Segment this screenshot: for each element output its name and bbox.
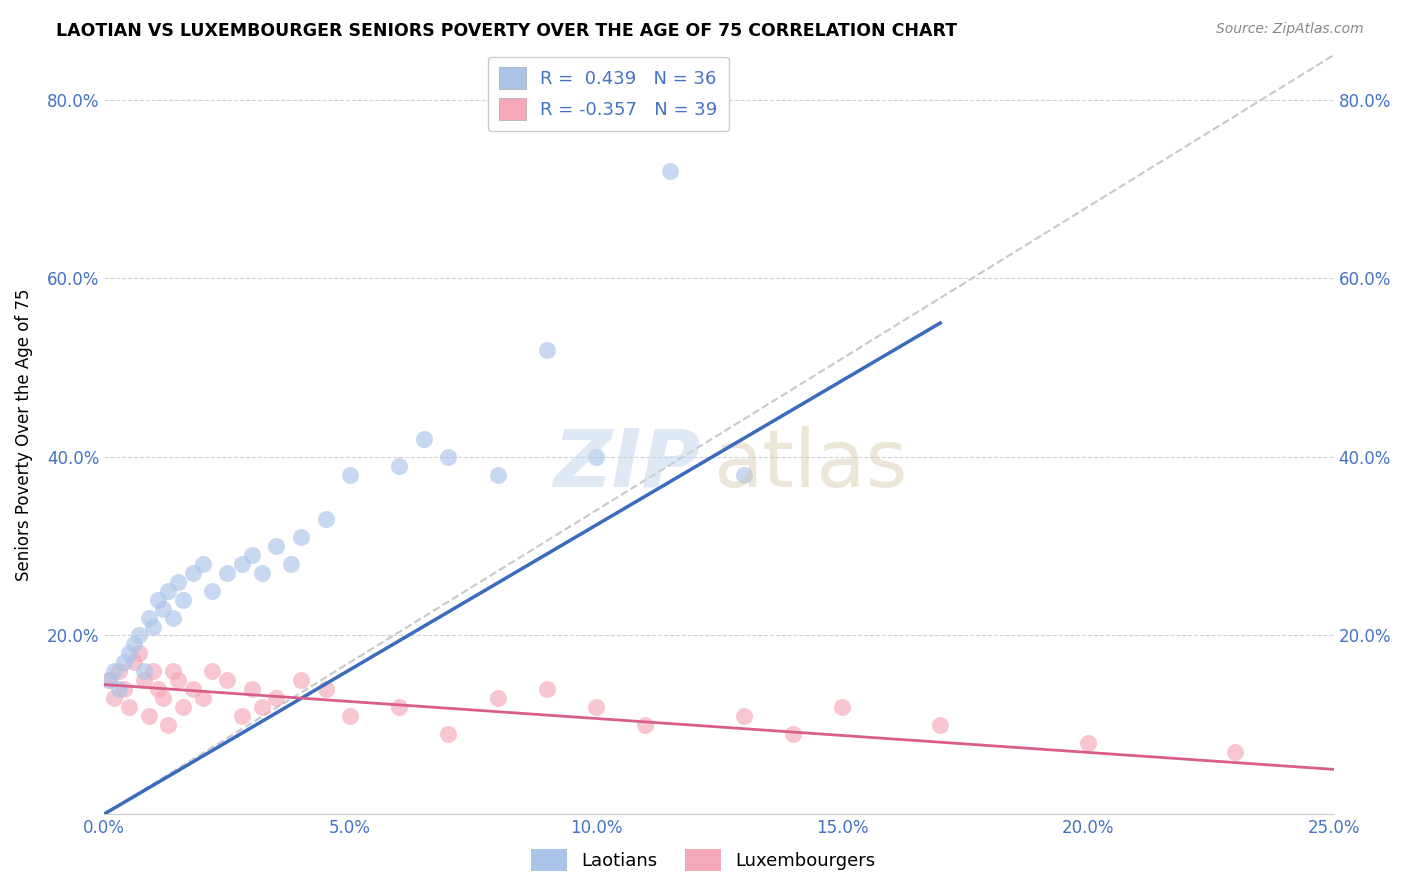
Text: atlas: atlas [713,425,907,504]
Point [201,583,224,598]
Point [217,566,239,580]
Point [315,512,337,526]
Point [162,610,184,624]
Point [339,708,361,723]
Point [142,619,165,633]
Point [162,664,184,678]
Point [167,574,190,589]
Point [201,664,224,678]
Point [733,467,755,482]
Point [315,681,337,696]
Point [486,690,509,705]
Point [339,467,361,482]
Point [266,539,288,553]
Point [388,458,411,473]
Point [831,699,853,714]
Point [191,690,214,705]
Point [157,717,180,731]
Point [128,646,150,660]
Point [658,164,681,178]
Point [152,601,174,615]
Point [98,673,121,687]
Point [1225,744,1247,758]
Point [929,717,952,731]
Point [138,708,160,723]
Point [250,566,273,580]
Point [191,557,214,571]
Point [250,699,273,714]
Point [118,699,141,714]
Point [1077,735,1099,749]
Point [181,681,204,696]
Point [733,708,755,723]
Point [437,726,460,740]
Point [240,681,263,696]
Point [634,717,657,731]
Point [536,343,558,357]
Point [108,681,131,696]
Point [181,566,204,580]
Point [112,655,135,669]
Point [148,681,170,696]
Point [132,664,155,678]
Text: ZIP: ZIP [553,425,700,504]
Point [388,699,411,714]
Point [240,548,263,562]
Point [266,690,288,705]
Point [412,432,434,446]
Point [782,726,804,740]
Point [585,450,607,464]
Point [148,592,170,607]
Point [132,673,155,687]
Point [122,655,145,669]
Point [118,646,141,660]
Point [231,708,253,723]
Point [138,610,160,624]
Text: Source: ZipAtlas.com: Source: ZipAtlas.com [1216,22,1364,37]
Point [217,673,239,687]
Point [437,450,460,464]
Point [128,628,150,642]
Text: LAOTIAN VS LUXEMBOURGER SENIORS POVERTY OVER THE AGE OF 75 CORRELATION CHART: LAOTIAN VS LUXEMBOURGER SENIORS POVERTY … [56,22,957,40]
Point [290,530,312,544]
Y-axis label: Seniors Poverty Over the Age of 75: Seniors Poverty Over the Age of 75 [15,288,32,581]
Legend: R =  0.439   N = 36, R = -0.357   N = 39: R = 0.439 N = 36, R = -0.357 N = 39 [488,56,728,131]
Point [98,673,121,687]
Point [152,690,174,705]
Point [172,699,194,714]
Point [103,690,125,705]
Point [290,673,312,687]
Point [280,557,302,571]
Point [103,664,125,678]
Point [122,637,145,651]
Point [585,699,607,714]
Point [172,592,194,607]
Legend: Laotians, Luxembourgers: Laotians, Luxembourgers [523,842,883,879]
Point [142,664,165,678]
Point [157,583,180,598]
Point [112,681,135,696]
Point [231,557,253,571]
Point [167,673,190,687]
Point [486,467,509,482]
Point [536,681,558,696]
Point [108,664,131,678]
